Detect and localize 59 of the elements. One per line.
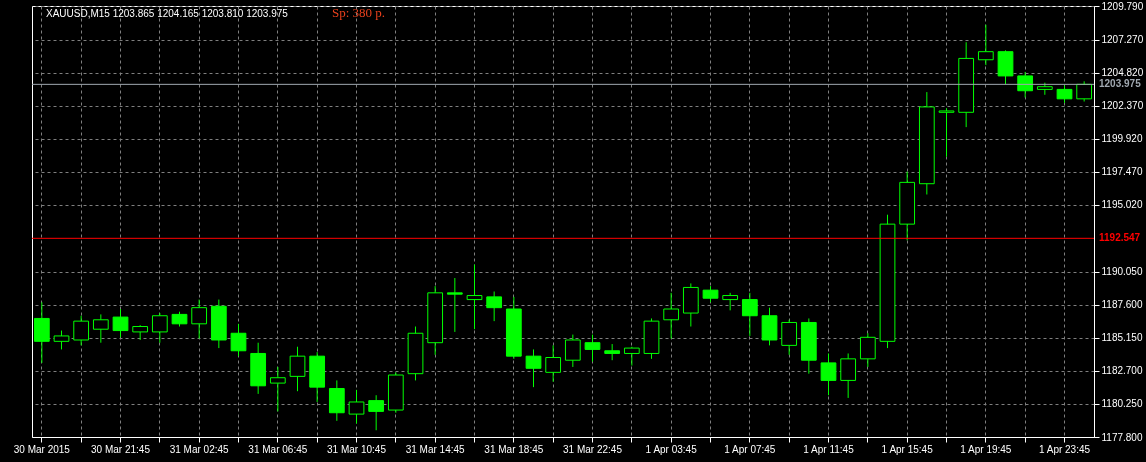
y-tick-label: 1195.020 [1101, 199, 1143, 211]
candlestick [781, 319, 798, 356]
candlestick [112, 308, 129, 338]
candlestick [73, 315, 90, 346]
candlestick [545, 344, 562, 383]
candlestick [53, 330, 70, 350]
x-tick-label: 1 Apr 15:45 [881, 443, 934, 455]
y-tick-label: 1187.600 [1101, 299, 1143, 311]
y-tick-label: 1209.790 [1101, 0, 1144, 12]
y-tick-label: 1199.920 [1101, 133, 1143, 145]
candlestick [466, 264, 483, 330]
candlestick [368, 394, 385, 431]
candlestick [151, 312, 168, 344]
x-tick-label: 30 Mar 21:45 [91, 443, 151, 455]
y-tick-label: 1182.700 [1101, 365, 1143, 377]
x-tick-label: 1 Apr 03:45 [645, 443, 698, 455]
candlestick [1017, 71, 1034, 98]
candlestick [33, 301, 50, 364]
candlestick [230, 323, 247, 357]
x-tick-label: 31 Mar 14:45 [405, 443, 466, 455]
candlestick [741, 292, 758, 337]
candlestick [584, 334, 601, 363]
candlestick [486, 290, 503, 322]
y-tick-label: 1190.050 [1101, 266, 1143, 278]
candlestick [269, 366, 286, 412]
candlestick [446, 277, 463, 333]
x-tick-label: 1 Apr 19:45 [960, 443, 1012, 455]
y-tick-label: 1177.800 [1101, 431, 1143, 443]
chart-title: XAUUSD,M15 1203.865 1204.165 1203.810 1203.975 [46, 8, 289, 19]
candlestick [840, 352, 857, 399]
candlestick [977, 24, 994, 66]
candlestick [938, 107, 955, 158]
annotation: Sp: 380 p. [332, 5, 386, 20]
x-tick-label: 30 Mar 2015 [13, 443, 71, 455]
ref-line-label: 1203.975 [1099, 78, 1142, 90]
y-tick-label: 1185.150 [1101, 332, 1143, 344]
x-tick-label: 31 Mar 22:45 [563, 443, 623, 455]
candlestick [92, 313, 109, 344]
x-tick-label: 31 Mar 10:45 [327, 443, 387, 455]
y-tick-label: 1204.820 [1101, 67, 1144, 79]
x-tick-label: 31 Mar 06:45 [248, 443, 308, 455]
x-tick-label: 1 Apr 07:45 [724, 443, 776, 455]
x-tick-label: 1 Apr 23:45 [1038, 443, 1091, 455]
candlestick [525, 348, 542, 388]
candlestick [564, 334, 581, 368]
candlestick [289, 346, 306, 392]
candlestick [859, 332, 876, 368]
candlestick [663, 292, 680, 340]
x-tick-label: 31 Mar 02:45 [169, 443, 230, 455]
y-tick-label: 1207.270 [1101, 34, 1144, 46]
y-tick-label: 1180.250 [1101, 398, 1143, 410]
x-tick-label: 1 Apr 11:45 [803, 443, 855, 455]
candlestick [348, 389, 365, 425]
y-tick-label: 1202.370 [1101, 100, 1144, 112]
x-tick-label: 31 Mar 18:45 [484, 443, 544, 455]
ref-line-label: 1192.547 [1099, 232, 1141, 244]
candlestick [820, 352, 837, 396]
candlestick [191, 299, 208, 340]
y-tick-label: 1197.470 [1101, 166, 1143, 178]
